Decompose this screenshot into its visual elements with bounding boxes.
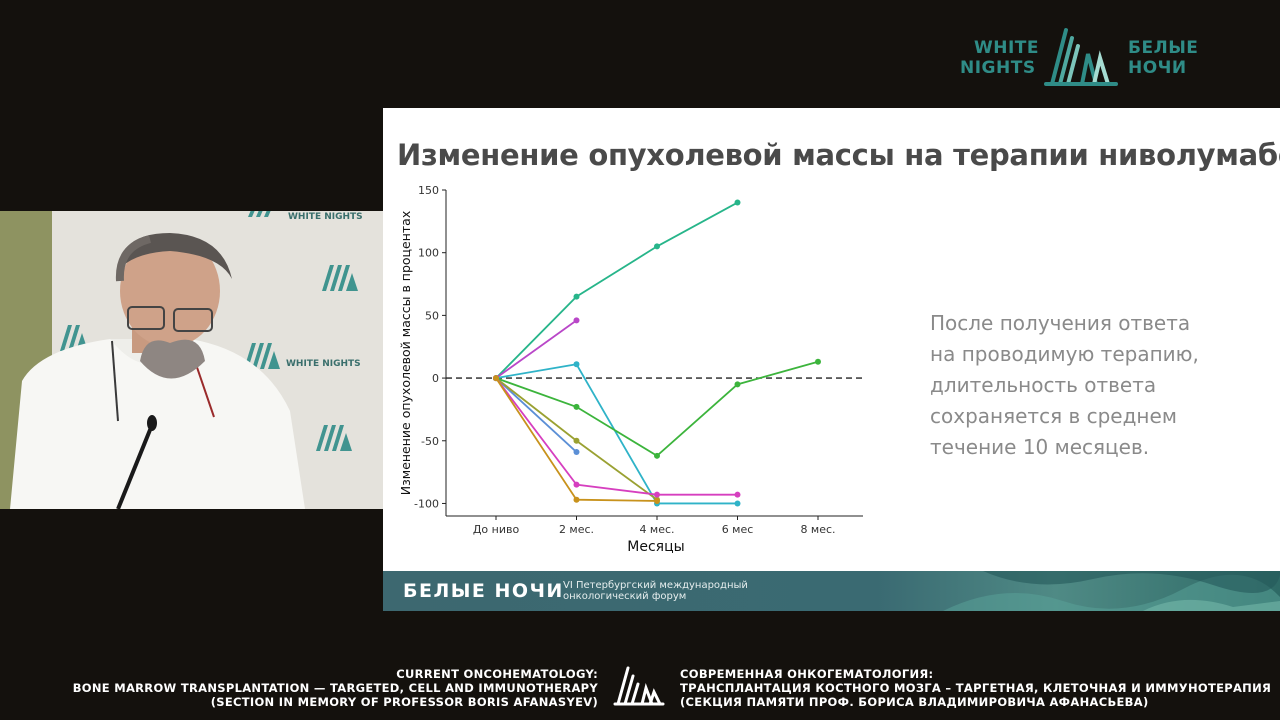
- caption-en-line3: (SECTION IN MEMORY OF PROFESSOR BORIS AF…: [210, 695, 598, 709]
- caption-ru-line3: (СЕКЦИЯ ПАМЯТИ ПРОФ. БОРИСА ВЛАДИМИРОВИЧ…: [680, 695, 1149, 709]
- slide-body-text: После получения ответа на проводимую тер…: [930, 308, 1260, 463]
- x-tick-label: 6 мес: [722, 523, 754, 536]
- data-point: [734, 500, 741, 507]
- data-point: [493, 375, 499, 382]
- presentation-slide: Изменение опухолевой массы на терапии ни…: [383, 108, 1280, 611]
- data-point: [815, 358, 821, 365]
- logo-ru-line2: НОЧИ: [1128, 58, 1187, 78]
- series-line: [495, 363, 738, 505]
- x-tick-label: До ниво: [473, 523, 520, 536]
- logo-en-line1: WHITE: [974, 38, 1040, 58]
- y-tick-label: 0: [432, 372, 439, 385]
- y-tick-label: 150: [418, 184, 439, 197]
- data-point: [654, 243, 660, 250]
- x-tick-label: 4 мес.: [639, 523, 674, 536]
- backdrop-logo-text-2: WHITE NIGHTS: [286, 359, 361, 369]
- series-line: [495, 319, 578, 379]
- caption-logo-icon: [613, 666, 665, 706]
- caption-en-line2: BONE MARROW TRANSPLANTATION — TARGETED, …: [72, 681, 598, 695]
- data-point: [573, 361, 580, 368]
- y-tick-label: -50: [421, 435, 439, 448]
- logo-en-line2: NIGHTS: [960, 58, 1036, 78]
- x-tick-label: 8 мес.: [800, 523, 835, 536]
- data-point: [573, 481, 580, 488]
- x-axis-label: Месяцы: [627, 539, 684, 555]
- data-point: [654, 452, 660, 459]
- y-tick-label: 50: [425, 309, 439, 322]
- slide-body-line: После получения ответа: [930, 311, 1191, 335]
- logo-ru-line1: БЕЛЫЕ: [1128, 38, 1199, 58]
- banner-subtitle-line2: онкологический форум: [563, 591, 687, 602]
- data-point: [654, 497, 660, 504]
- slide-footer-banner: БЕЛЫЕ НОЧИ VI Петербургский международны…: [383, 571, 1280, 611]
- caption-en-line1: CURRENT ONCOHEMATOLOGY:: [396, 667, 598, 681]
- data-point: [734, 199, 741, 206]
- data-point: [573, 403, 580, 410]
- slide-body-line: сохраняется в среднем: [930, 404, 1177, 428]
- speaker-video: WHITE NIGHTS WHITE NIGHTS: [0, 211, 383, 509]
- x-tick-label: 2 мес.: [559, 523, 594, 536]
- banner-subtitle-line1: VI Петербургский международный: [563, 580, 748, 591]
- data-point: [573, 317, 580, 324]
- banner-brush-decoration: [943, 571, 1280, 611]
- data-point: [573, 293, 580, 300]
- y-axis-label: Изменение опухолевой массы в процентах: [398, 211, 413, 495]
- slide-title: Изменение опухолевой массы на терапии ни…: [397, 138, 1280, 172]
- data-point: [573, 449, 580, 456]
- y-tick-label: -100: [414, 497, 439, 510]
- data-point: [573, 496, 580, 503]
- tumor-change-chart: 150 100 50 0 -50 -100 До ниво 2 мес. 4 мес. 6 мес…: [398, 184, 863, 555]
- series-line: [495, 377, 738, 496]
- chart-series: [493, 199, 821, 507]
- backdrop-logo-text-1: WHITE NIGHTS: [288, 212, 363, 222]
- chart-axes: 150 100 50 0 -50 -100 До ниво 2 мес. 4 мес. 6 мес…: [398, 184, 863, 555]
- slide-body-line: на проводимую терапию,: [930, 342, 1199, 366]
- series-line: [495, 377, 578, 453]
- data-point: [654, 491, 660, 498]
- banner-title: БЕЛЫЕ НОЧИ: [403, 580, 564, 602]
- caption-ru-line2: ТРАНСПЛАНТАЦИЯ КОСТНОГО МОЗГА – ТАРГЕТНА…: [680, 681, 1272, 695]
- data-point: [734, 381, 741, 388]
- slide-body-line: течение 10 месяцев.: [930, 435, 1150, 459]
- white-nights-mark-icon: [1044, 28, 1118, 86]
- y-tick-label: 100: [418, 247, 439, 260]
- event-logo: WHITE NIGHTS БЕЛЫЕ НОЧИ: [958, 24, 1202, 90]
- speaker-video-frame: WHITE NIGHTS WHITE NIGHTS: [0, 211, 383, 509]
- slide-body-line: длительность ответа: [930, 373, 1157, 397]
- series-line: [495, 201, 738, 379]
- data-point: [573, 437, 580, 444]
- caption-ru-line1: СОВРЕМЕННАЯ ОНКОГЕМАТОЛОГИЯ:: [680, 667, 934, 681]
- data-point: [734, 491, 741, 498]
